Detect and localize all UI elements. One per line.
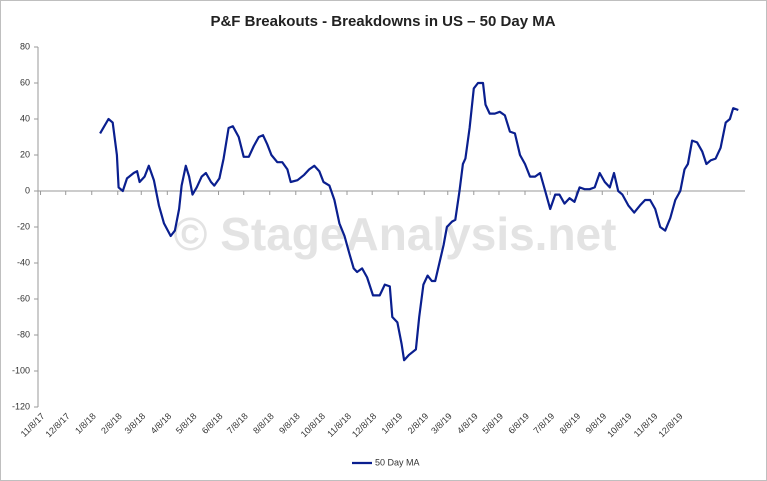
y-tick-label: 80 [20,41,30,51]
line-series [99,81,739,362]
legend-label: 50 Day MA [375,457,420,467]
y-tick-label: 0 [25,185,30,195]
y-tick-label: -20 [17,221,30,231]
y-tick-label: -80 [17,329,30,339]
watermark: © StageAnalysis.net [174,208,617,260]
y-tick-label: 40 [20,113,30,123]
y-tick-label: -120 [12,401,30,411]
chart-title: P&F Breakouts - Breakdowns in US – 50 Da… [210,13,555,30]
y-tick-label: 20 [20,149,30,159]
y-tick-label: -40 [17,257,30,267]
y-tick-label: -100 [12,365,30,375]
y-tick-label: -60 [17,293,30,303]
y-tick-label: 60 [20,77,30,87]
